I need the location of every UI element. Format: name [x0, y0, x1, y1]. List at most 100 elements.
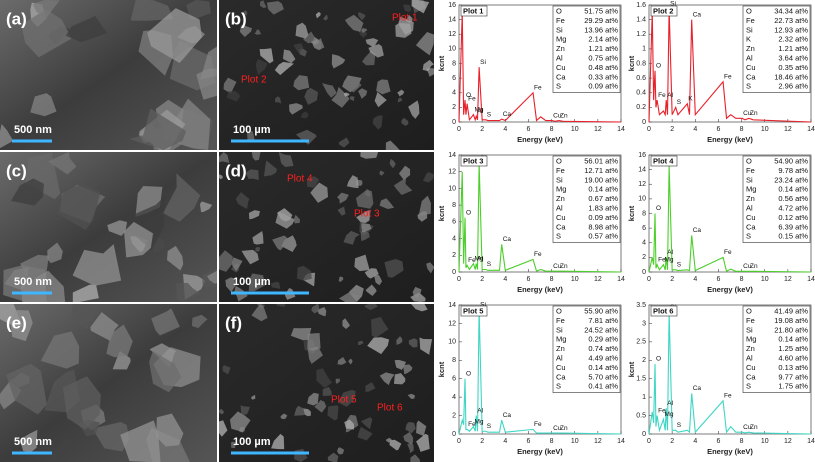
- table-element: Mg: [556, 35, 566, 44]
- x-tick-label: 12: [784, 276, 792, 283]
- texture: [307, 346, 323, 364]
- texture: [166, 245, 184, 271]
- table-element: Ca: [556, 372, 566, 381]
- x-tick-label: 4: [503, 276, 507, 283]
- table-element: Cu: [746, 63, 756, 72]
- texture: [278, 152, 294, 167]
- y-axis-title: kcnt: [627, 361, 636, 377]
- y-tick-label: 2: [452, 104, 456, 111]
- table-value: 55.90 at%: [584, 306, 618, 315]
- texture: [357, 12, 366, 21]
- texture: [426, 262, 434, 274]
- table-element: Ca: [556, 222, 566, 231]
- table-element: S: [556, 82, 561, 91]
- y-tick-label: 0: [452, 119, 456, 126]
- texture: [219, 174, 223, 180]
- y-tick-label: 1: [642, 394, 646, 401]
- table-value: 4.49 at%: [588, 353, 618, 362]
- x-tick-label: 10: [571, 276, 579, 283]
- table-value: 0.12 at%: [778, 213, 808, 222]
- y-tick-label: 0: [642, 119, 646, 126]
- x-tick-label: 0: [647, 126, 651, 133]
- y-tick-label: 4: [452, 394, 456, 401]
- texture: [47, 152, 77, 175]
- y-axis-title: kcnt: [627, 205, 636, 221]
- texture: [219, 250, 234, 272]
- spectrum: 0 2 4 6 8 10 12 14 16 0 2 4 6 8 10 12 14 Energy (keV) kcnt…: [437, 2, 625, 144]
- texture: [10, 310, 33, 342]
- texture: [240, 405, 250, 416]
- texture: [207, 270, 217, 284]
- texture: [293, 214, 300, 224]
- y-tick-label: 10: [448, 339, 456, 346]
- x-tick-label: 6: [526, 126, 530, 133]
- table-value: 0.56 at%: [778, 194, 808, 203]
- y-tick-label: 4: [642, 240, 646, 247]
- texture: [389, 158, 396, 169]
- table-value: 8.98 at%: [588, 222, 618, 231]
- x-axis-title: Energy (keV): [517, 447, 563, 456]
- texture: [310, 182, 329, 203]
- texture: [395, 23, 412, 38]
- scale-label: 500 nm: [14, 276, 52, 288]
- peak-label: Al: [477, 108, 483, 115]
- table-value: 0.09 at%: [588, 82, 618, 91]
- peak-label: Mg: [474, 418, 483, 425]
- texture: [337, 447, 345, 455]
- texture: [365, 284, 377, 297]
- texture: [385, 437, 393, 443]
- table-box: [742, 5, 811, 93]
- sem-image: (a) 500 nm: [0, 0, 217, 150]
- texture: [407, 393, 415, 400]
- table-element: Zn: [746, 344, 755, 353]
- x-tick-label: 10: [761, 276, 769, 283]
- table-value: 0.67 at%: [588, 194, 618, 203]
- texture: [303, 408, 311, 417]
- texture: [403, 431, 414, 445]
- texture: [365, 38, 379, 47]
- texture: [389, 439, 402, 451]
- y-tick-label: 8: [452, 60, 456, 67]
- plot-marker: Plot 5: [331, 395, 357, 406]
- table-value: 1.21 at%: [588, 44, 618, 53]
- texture: [10, 178, 44, 206]
- texture: [239, 24, 252, 38]
- peak-label: Fe: [534, 421, 542, 428]
- texture: [312, 38, 325, 51]
- table-value: 0.48 at%: [588, 63, 618, 72]
- scale-label: 100 µm: [233, 124, 271, 136]
- peak-label: S: [487, 423, 492, 430]
- panel-label: (d): [225, 161, 247, 180]
- texture: [316, 368, 333, 388]
- texture: [342, 318, 350, 329]
- texture: [398, 165, 411, 180]
- texture: [225, 277, 236, 293]
- y-tick-label: 6: [452, 219, 456, 226]
- peak-label: Ca: [503, 412, 512, 419]
- y-tick-label: 6: [452, 75, 456, 82]
- table-value: 9.77 at%: [778, 372, 808, 381]
- peak-label: Zn: [560, 425, 568, 432]
- texture: [276, 304, 286, 307]
- legend-title: Plot 4: [653, 156, 674, 165]
- texture: [289, 103, 303, 115]
- x-tick-label: 10: [571, 126, 579, 133]
- texture: [374, 92, 387, 108]
- legend-title: Plot 5: [463, 306, 483, 315]
- y-tick-label: 4: [452, 90, 456, 97]
- table-value: 18.46 at%: [774, 72, 808, 81]
- peak-label: Fe: [468, 95, 476, 102]
- texture: [270, 281, 281, 290]
- y-tick-label: 0.2: [636, 104, 646, 111]
- table-value: 0.09 at%: [588, 213, 618, 222]
- texture: [107, 220, 128, 236]
- peak-label: Si: [480, 59, 486, 66]
- texture: [411, 0, 430, 14]
- peak-label: Zn: [750, 424, 758, 431]
- y-axis-title: kcnt: [627, 55, 636, 71]
- peak-label: Ca: [693, 385, 702, 392]
- table-value: 0.33 at%: [588, 72, 618, 81]
- texture: [124, 221, 154, 258]
- table-value: 0.75 at%: [588, 53, 618, 62]
